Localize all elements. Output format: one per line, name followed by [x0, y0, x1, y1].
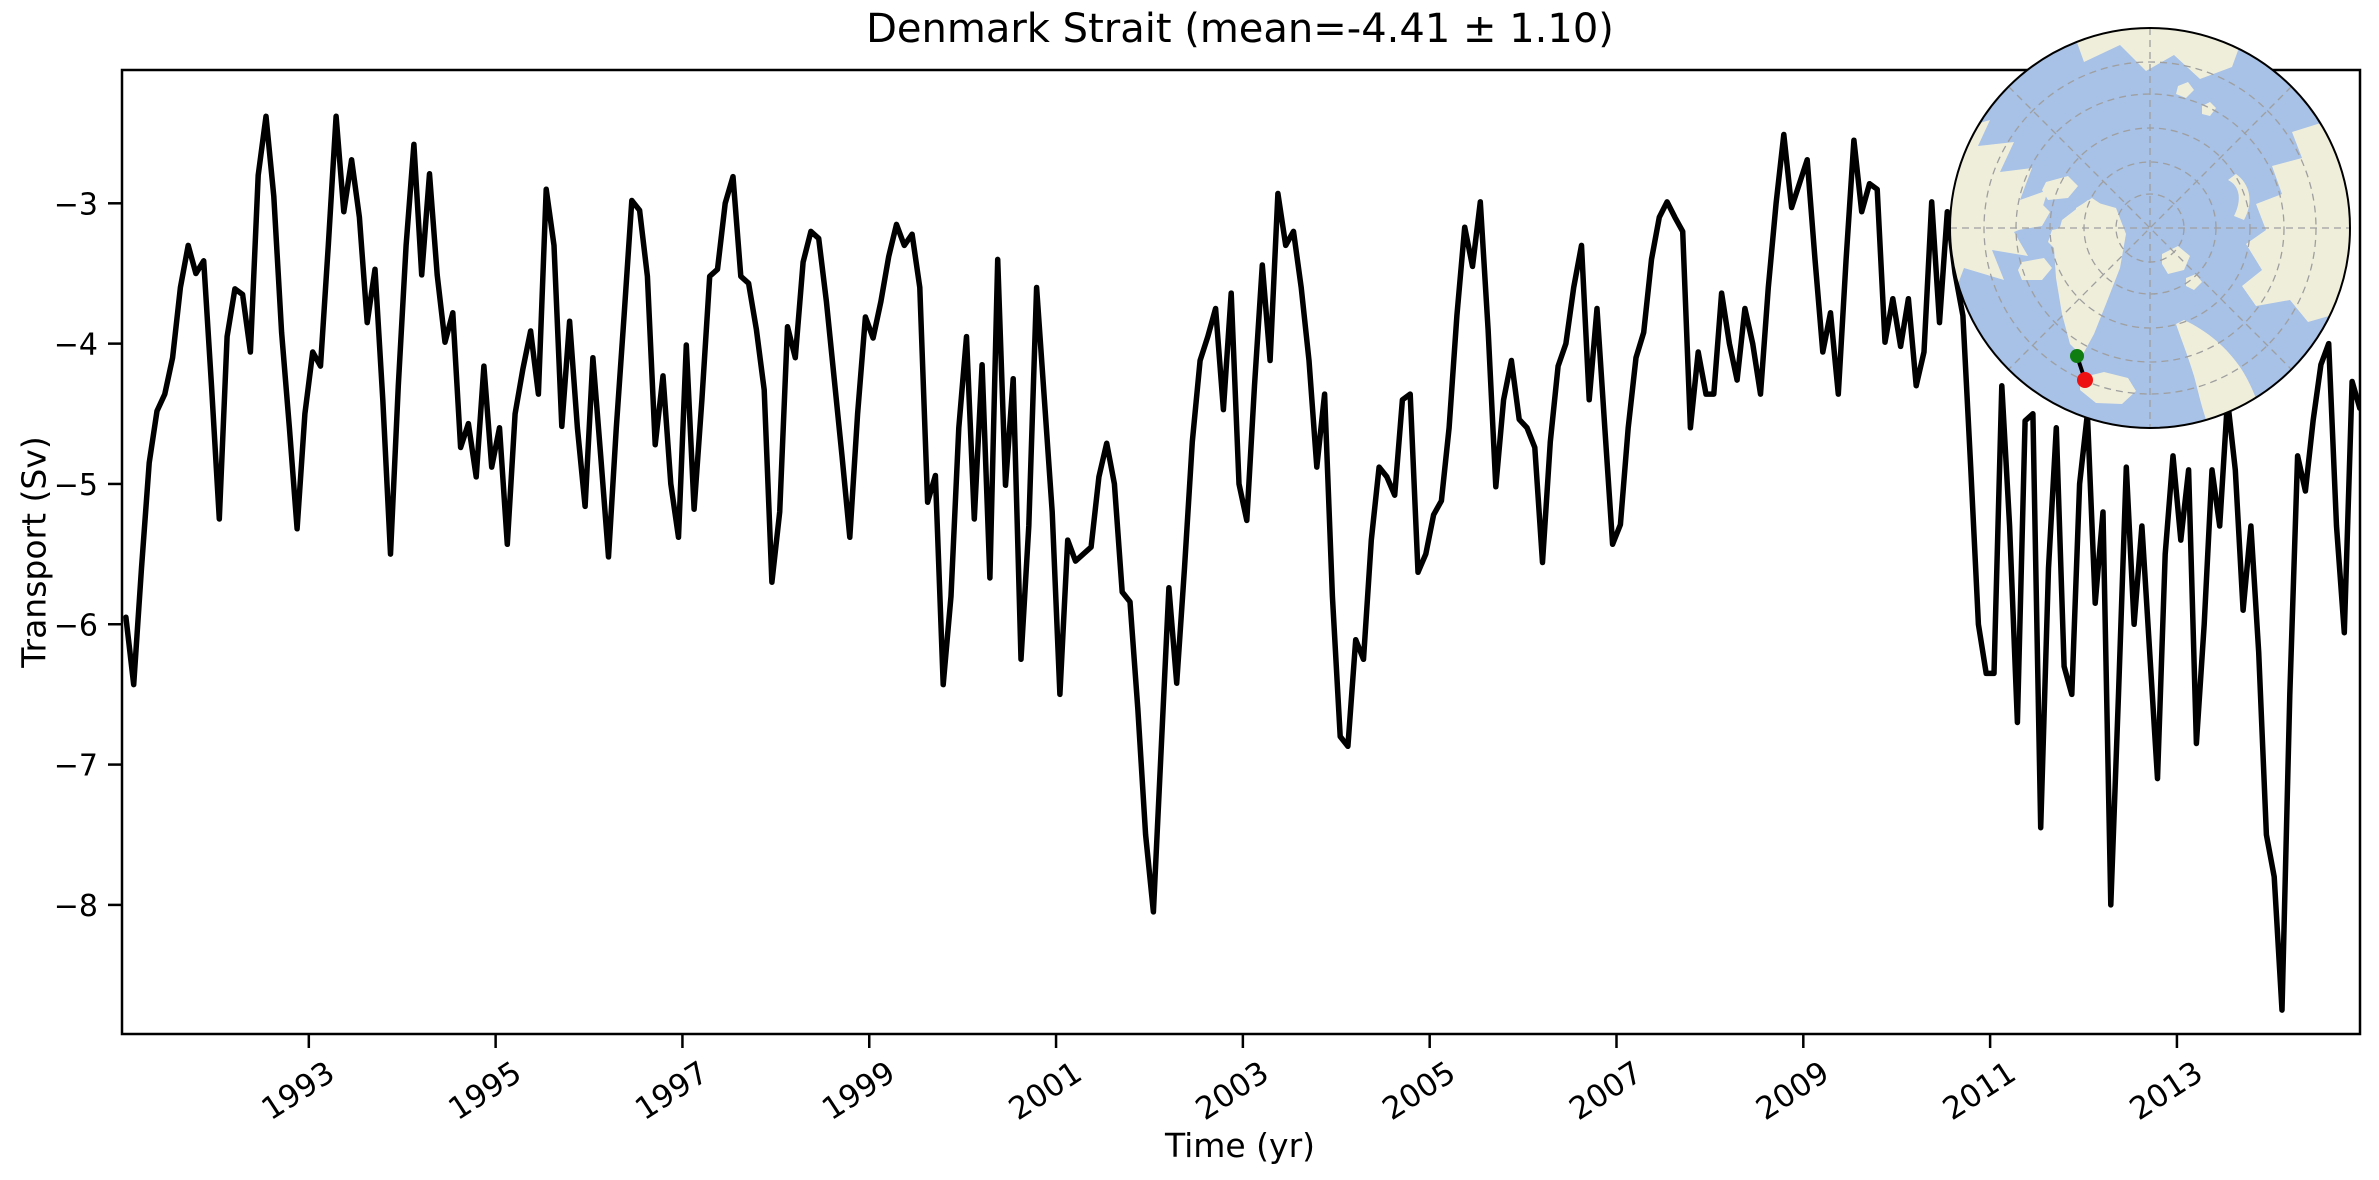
map-land-canadian-island — [2018, 258, 2052, 280]
map-land-russia — [2242, 78, 2350, 324]
inset-map — [1949, 27, 2351, 429]
x-tick-label: 2003 — [1189, 1055, 1275, 1128]
x-axis-label: Time (yr) — [1164, 1126, 1316, 1165]
chart-title: Denmark Strait (mean=-4.41 ± 1.10) — [866, 6, 1614, 52]
y-tick-label: −3 — [54, 187, 98, 222]
x-tick-label: 1997 — [629, 1055, 715, 1128]
map-meridian-line — [2008, 86, 2292, 370]
y-tick-label: −8 — [54, 889, 98, 924]
map-graticule — [1950, 28, 2350, 428]
map-land-canadian-island — [2042, 176, 2078, 200]
x-tick-label: 2009 — [1750, 1055, 1836, 1128]
x-tick-label: 1999 — [816, 1055, 902, 1128]
map-meridian-line — [2008, 86, 2292, 370]
y-tick-label: −7 — [54, 749, 98, 784]
map-land-greenland — [2054, 200, 2126, 356]
map-border — [1949, 27, 2351, 429]
map-land-arctic-island — [2176, 82, 2194, 98]
map-land-north-america — [1950, 120, 2048, 300]
x-axis-ticks: 1993 1995 1997 1999 2001 2003 2005 2007 2009 2011… — [255, 1034, 2209, 1128]
x-tick-label: 2007 — [1563, 1055, 1649, 1128]
map-land-alaska-chukotka — [2070, 28, 2248, 79]
x-tick-label: 1993 — [255, 1055, 341, 1128]
axes-spines — [120, 68, 2362, 1036]
x-tick-label: 2001 — [1003, 1055, 1089, 1128]
y-tick-label: −6 — [54, 608, 98, 643]
y-axis-ticks: −3 −4 −5 −6 −7 −8 — [54, 187, 122, 924]
transport-line — [123, 113, 2360, 1013]
y-tick-label: −5 — [54, 468, 98, 503]
x-tick-label: 2005 — [1376, 1055, 1462, 1128]
greenland-endpoint-marker — [2070, 349, 2084, 363]
map-section-markers — [2070, 349, 2093, 388]
iceland-endpoint-marker — [2077, 372, 2093, 388]
map-land-svalbard — [2186, 274, 2202, 290]
map-land-canadian-island — [2008, 200, 2050, 230]
x-tick-label: 2011 — [1937, 1055, 2023, 1128]
y-tick-label: −4 — [54, 328, 98, 363]
map-land-svalbard — [2162, 246, 2190, 274]
map-land-novaya-zemlya — [2228, 174, 2250, 220]
x-tick-label: 1995 — [442, 1055, 528, 1128]
x-tick-label: 2013 — [2123, 1055, 2209, 1128]
